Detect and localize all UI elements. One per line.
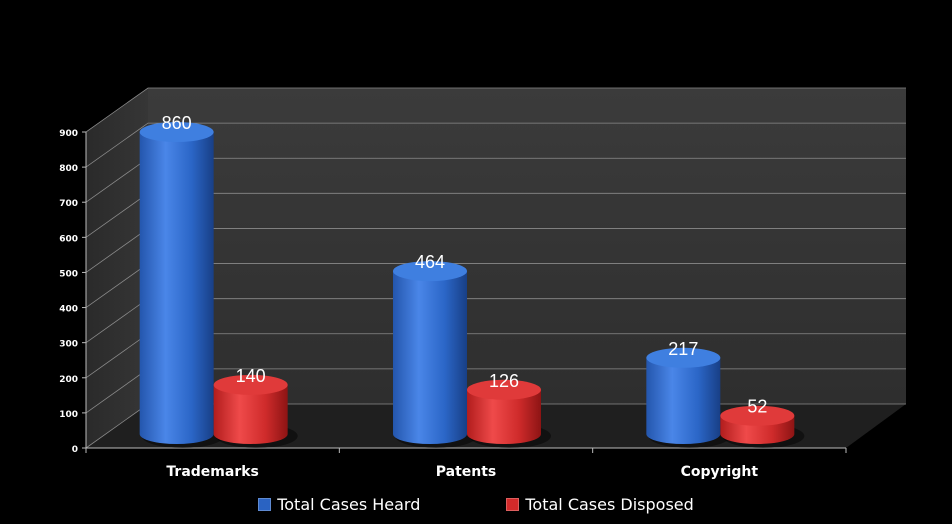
y-tick-label: 600: [59, 234, 78, 244]
bar-top: [213, 374, 288, 395]
bar-body: [467, 389, 541, 444]
data-label: 860: [162, 113, 192, 133]
gridline: [85, 87, 906, 133]
bar-top: [139, 122, 214, 143]
y-tick-label: 500: [59, 269, 78, 279]
y-tick-label: 800: [59, 164, 78, 174]
y-tick-label: 900: [59, 129, 78, 139]
bar-top: [646, 347, 721, 368]
gridline: [85, 122, 906, 168]
bar-total-cases-heard-copyright: [646, 347, 731, 448]
y-tick-label: 700: [59, 199, 78, 209]
bar-body: [139, 132, 214, 445]
y-tick-label: 0: [72, 445, 78, 455]
x-tick-label: Trademarks: [166, 464, 258, 480]
bar-total-cases-heard-trademarks: [139, 122, 224, 448]
bar-top: [467, 379, 541, 400]
legend-label-disposed: Total Cases Disposed: [525, 494, 694, 514]
data-label: 217: [668, 339, 698, 359]
data-label: 464: [415, 252, 445, 272]
bar-body: [213, 384, 288, 444]
bar-total-cases-disposed-patents: [467, 379, 551, 448]
bar-total-cases-heard-patents: [393, 261, 477, 448]
bar-body: [646, 357, 721, 444]
y-tick-label: 400: [59, 305, 78, 315]
bar-top: [720, 405, 795, 426]
legend-swatch-heard: [258, 497, 272, 511]
bar-body: [393, 271, 467, 444]
y-tick-label: 100: [59, 410, 78, 420]
bar-total-cases-disposed-trademarks: [213, 374, 298, 448]
legend-item-disposed: Total Cases Disposed: [506, 494, 694, 514]
data-label: 126: [489, 371, 519, 391]
y-tick-label: 200: [59, 375, 78, 385]
back-wall: [148, 88, 906, 404]
legend-swatch-disposed: [506, 497, 520, 511]
x-tick-label: Copyright: [681, 464, 759, 480]
side-wall: [86, 88, 148, 448]
legend-item-heard: Total Cases Heard: [258, 495, 420, 514]
legend-label-heard: Total Cases Heard: [277, 494, 421, 514]
legend: Total Cases Heard Total Cases Disposed: [0, 492, 952, 516]
bar-top: [393, 261, 467, 282]
bar-total-cases-disposed-copyright: [720, 405, 805, 448]
y-tick-label: 300: [59, 340, 78, 350]
data-label: 140: [236, 366, 266, 386]
data-label: 52: [747, 397, 767, 417]
x-tick-label: Patents: [436, 464, 497, 480]
